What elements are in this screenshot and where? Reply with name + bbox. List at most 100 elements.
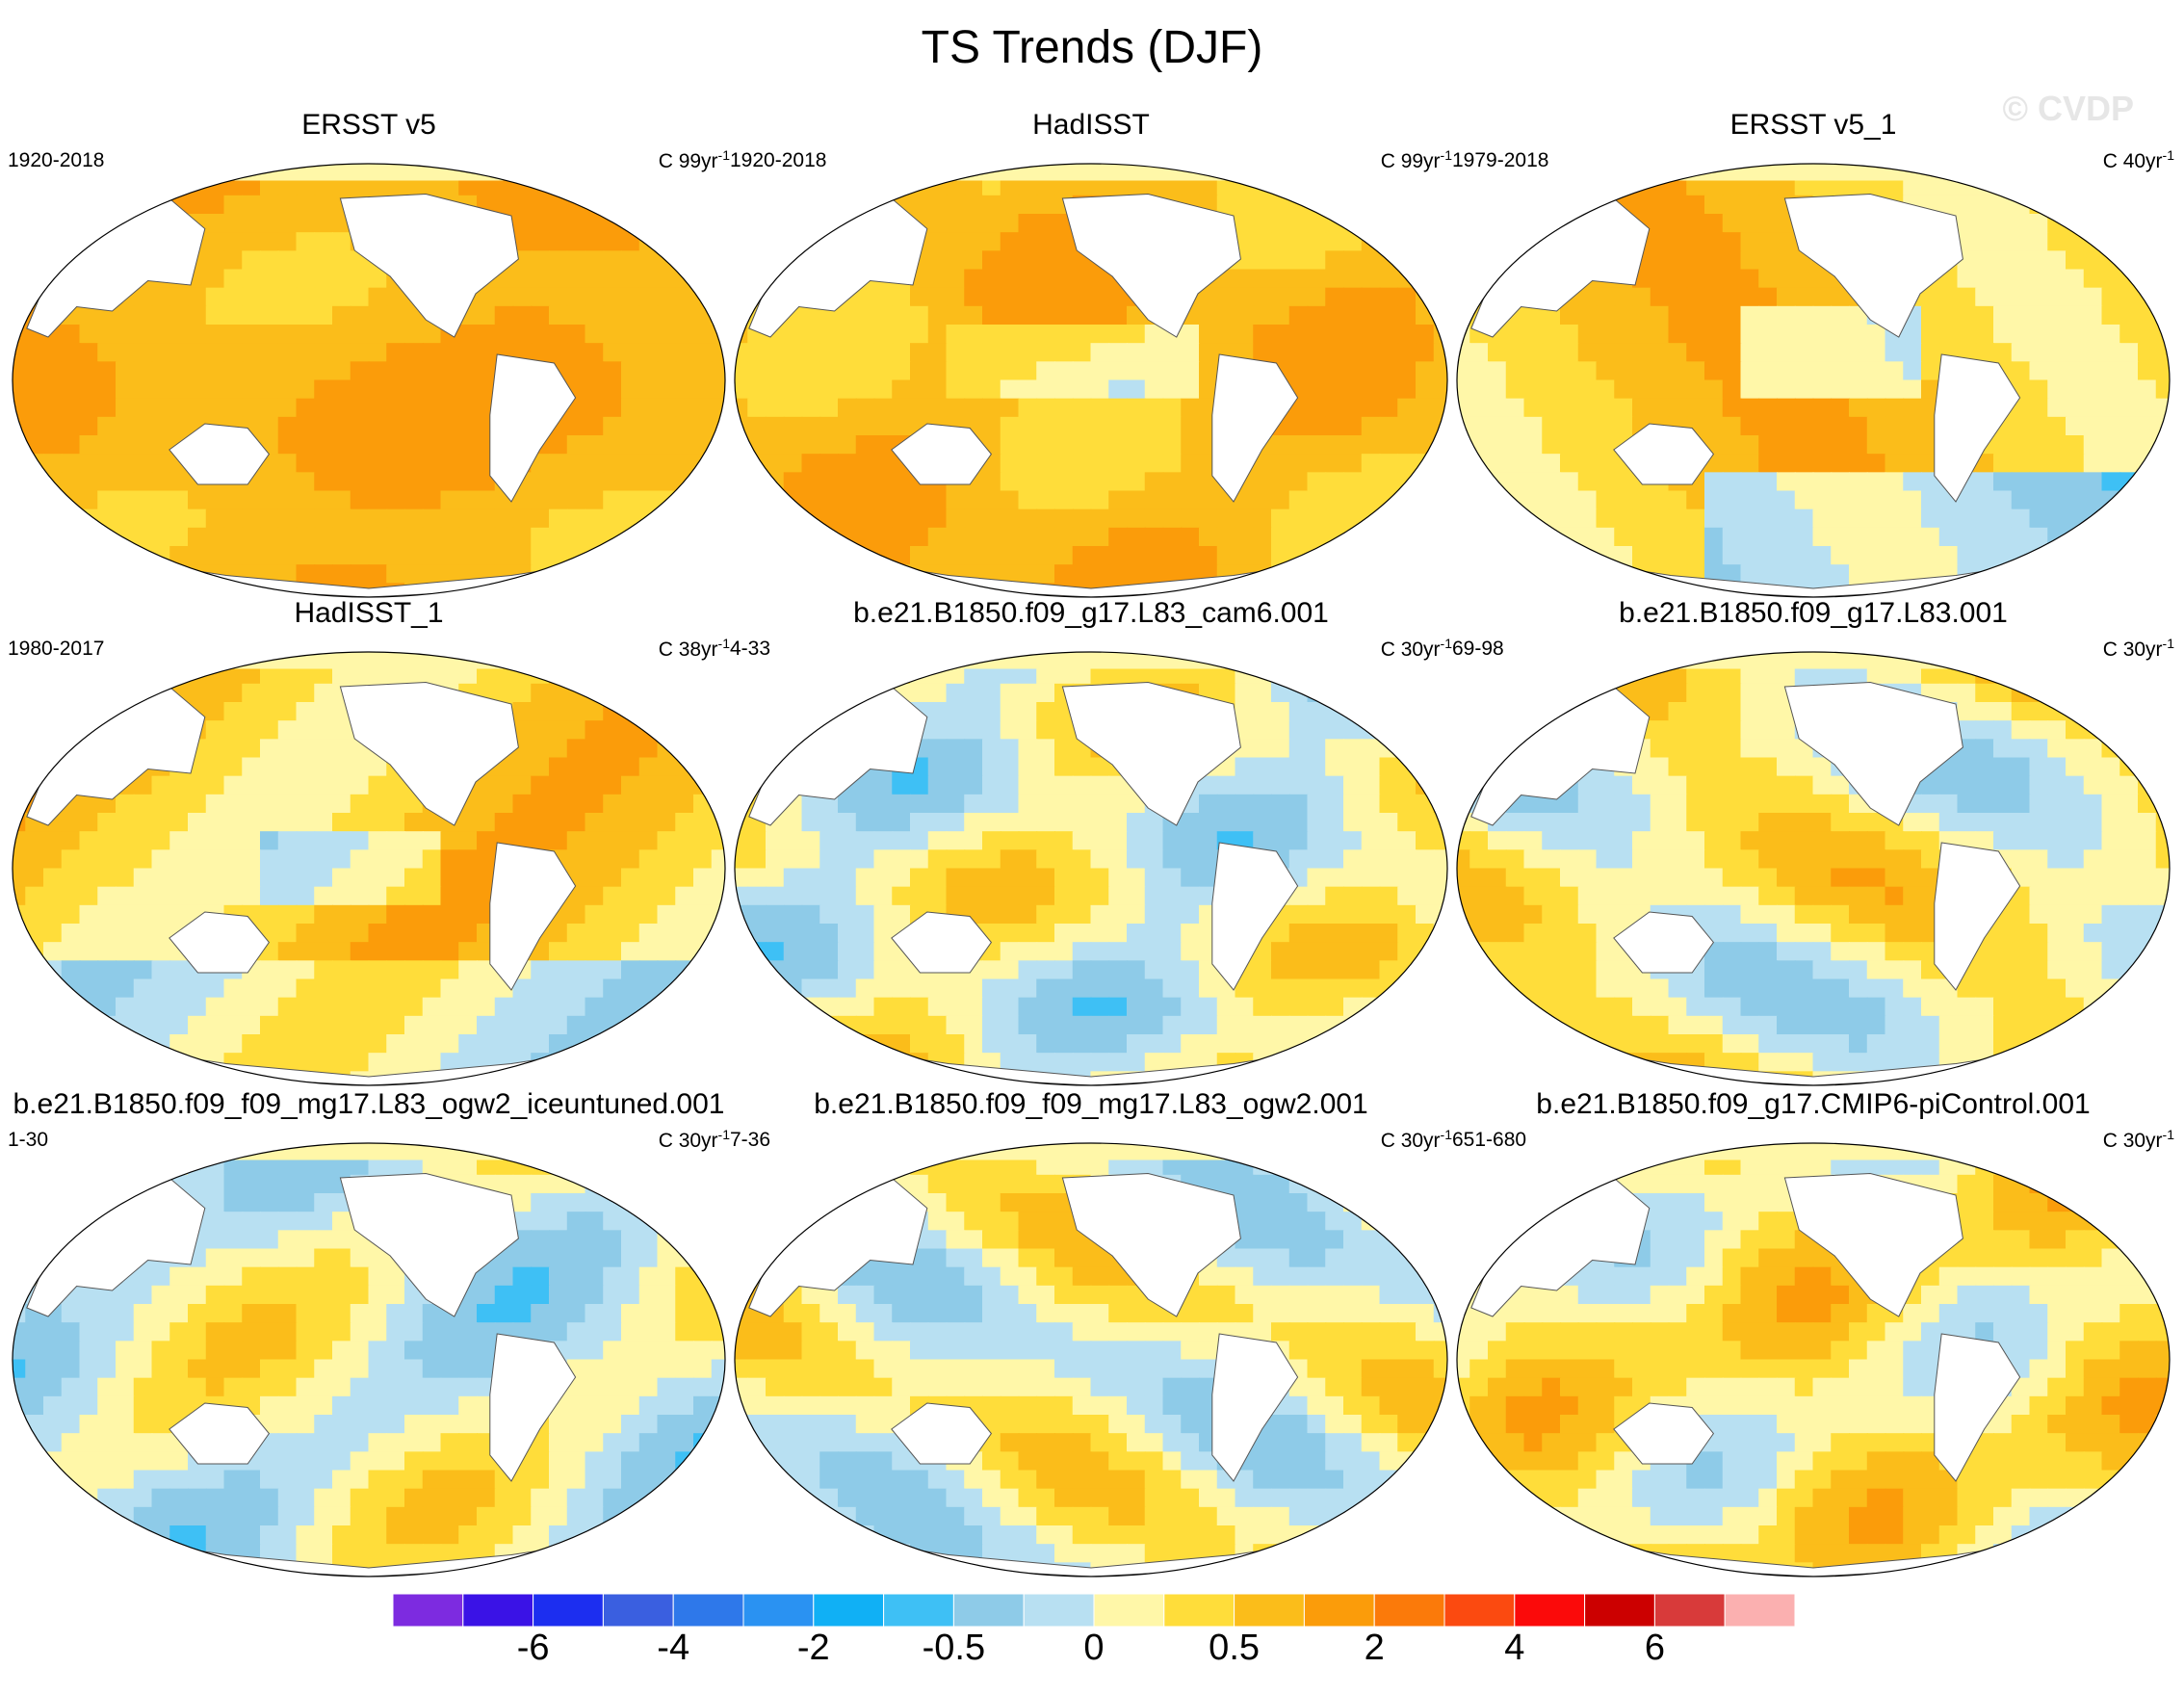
map-cell: [1596, 490, 1616, 510]
panel-period: 69-98: [1452, 638, 1504, 660]
map-cell: [386, 176, 405, 196]
map-cell: [711, 435, 725, 456]
map-cell: [1812, 546, 1833, 566]
map-cell: [1288, 546, 1309, 566]
map-cell: [1542, 398, 1561, 418]
map-cell: [603, 849, 622, 870]
map-cell: [1975, 164, 1994, 178]
map-cell: [735, 652, 749, 666]
map-cell: [1307, 652, 1327, 666]
map-cell: [657, 813, 677, 833]
map-cell: [1072, 305, 1092, 326]
map-cell: [892, 546, 911, 566]
map-cell: [910, 1053, 929, 1073]
map-cell: [1072, 454, 1092, 474]
map-cell: [675, 868, 694, 888]
map-cell: [2066, 305, 2085, 326]
map-cell: [2083, 325, 2103, 345]
map-cell: [1090, 942, 1110, 962]
map-cell: [1090, 868, 1110, 888]
map-cell: [494, 305, 514, 326]
map-cell: [964, 398, 983, 418]
map-cell: [1288, 942, 1309, 962]
map-cell: [79, 527, 99, 547]
map-cell: [1235, 1015, 1255, 1035]
map-cell: [1488, 490, 1507, 510]
map-cell: [801, 435, 821, 456]
map-cell: [296, 269, 316, 289]
map-cell: [1144, 325, 1164, 345]
map-cell: [1577, 564, 1598, 585]
map-cell: [1288, 831, 1309, 851]
map-cell: [1975, 325, 1994, 345]
map-cell: [368, 287, 388, 307]
map-cell: [368, 849, 388, 870]
map-cell: [1740, 527, 1760, 547]
map-cell: [260, 398, 279, 418]
map-cell: [1199, 546, 1218, 566]
map-cell: [1686, 361, 1705, 381]
map-cell: [1469, 652, 1489, 666]
map-cell: [638, 702, 659, 722]
map-cell: [260, 868, 279, 888]
map-cell: [386, 942, 405, 962]
map-cell: [43, 924, 63, 944]
map-cell: [638, 739, 659, 759]
map-cell: [1794, 398, 1814, 418]
map-cell: [585, 195, 605, 215]
map-cell: [1072, 343, 1092, 363]
map-cell: [1379, 287, 1399, 307]
map-cell: [422, 546, 442, 566]
map-cell: [1199, 287, 1218, 307]
map-cell: [2101, 305, 2121, 326]
map-cell: [1704, 287, 1724, 307]
map-cell: [1361, 527, 1381, 547]
map-cell: [1433, 379, 1447, 400]
map-cell: [566, 942, 586, 962]
map-cell: [1054, 527, 1074, 547]
map-cell: [1777, 361, 1796, 381]
map-cell: [621, 924, 640, 944]
map-cell: [223, 978, 244, 999]
map-cell: [603, 176, 622, 196]
map-cell: [277, 508, 298, 529]
map-cell: [2029, 361, 2049, 381]
map-cell: [1127, 924, 1146, 944]
map-cell: [13, 997, 27, 1017]
map-cell: [675, 454, 694, 474]
map-cell: [1758, 435, 1778, 456]
map-cell: [1307, 942, 1327, 962]
map-cell: [1416, 1053, 1435, 1073]
map-cell: [2066, 546, 2085, 566]
map-cell: [1090, 1034, 1110, 1055]
map-cell: [277, 924, 298, 944]
map-cell: [1235, 305, 1255, 326]
map-cell: [1993, 454, 2013, 474]
map-cell: [1379, 1034, 1399, 1055]
land-mass: [891, 423, 993, 485]
map-cell: [982, 978, 1001, 999]
map-cell: [1144, 978, 1164, 999]
map-cell: [61, 1034, 81, 1055]
map-cell: [1181, 924, 1200, 944]
map-cell: [368, 831, 388, 851]
map-cell: [1397, 1015, 1417, 1035]
map-cell: [133, 924, 153, 944]
map-cell: [188, 665, 207, 685]
map-cell: [1379, 325, 1399, 345]
map-cell: [1577, 454, 1598, 474]
map-cell: [1379, 997, 1399, 1017]
map-cell: [1253, 1034, 1272, 1055]
map-cell: [1253, 164, 1272, 178]
map-cell: [801, 379, 821, 400]
map-cell: [603, 665, 622, 685]
map-cell: [675, 702, 694, 722]
map-cell: [1000, 343, 1020, 363]
map-cell: [2011, 361, 2031, 381]
map-cell: [531, 702, 550, 722]
map-cell: [1650, 361, 1670, 381]
map-cell: [549, 757, 568, 777]
map-cell: [855, 176, 875, 196]
map-cell: [1307, 683, 1327, 703]
map-cell: [711, 232, 725, 252]
